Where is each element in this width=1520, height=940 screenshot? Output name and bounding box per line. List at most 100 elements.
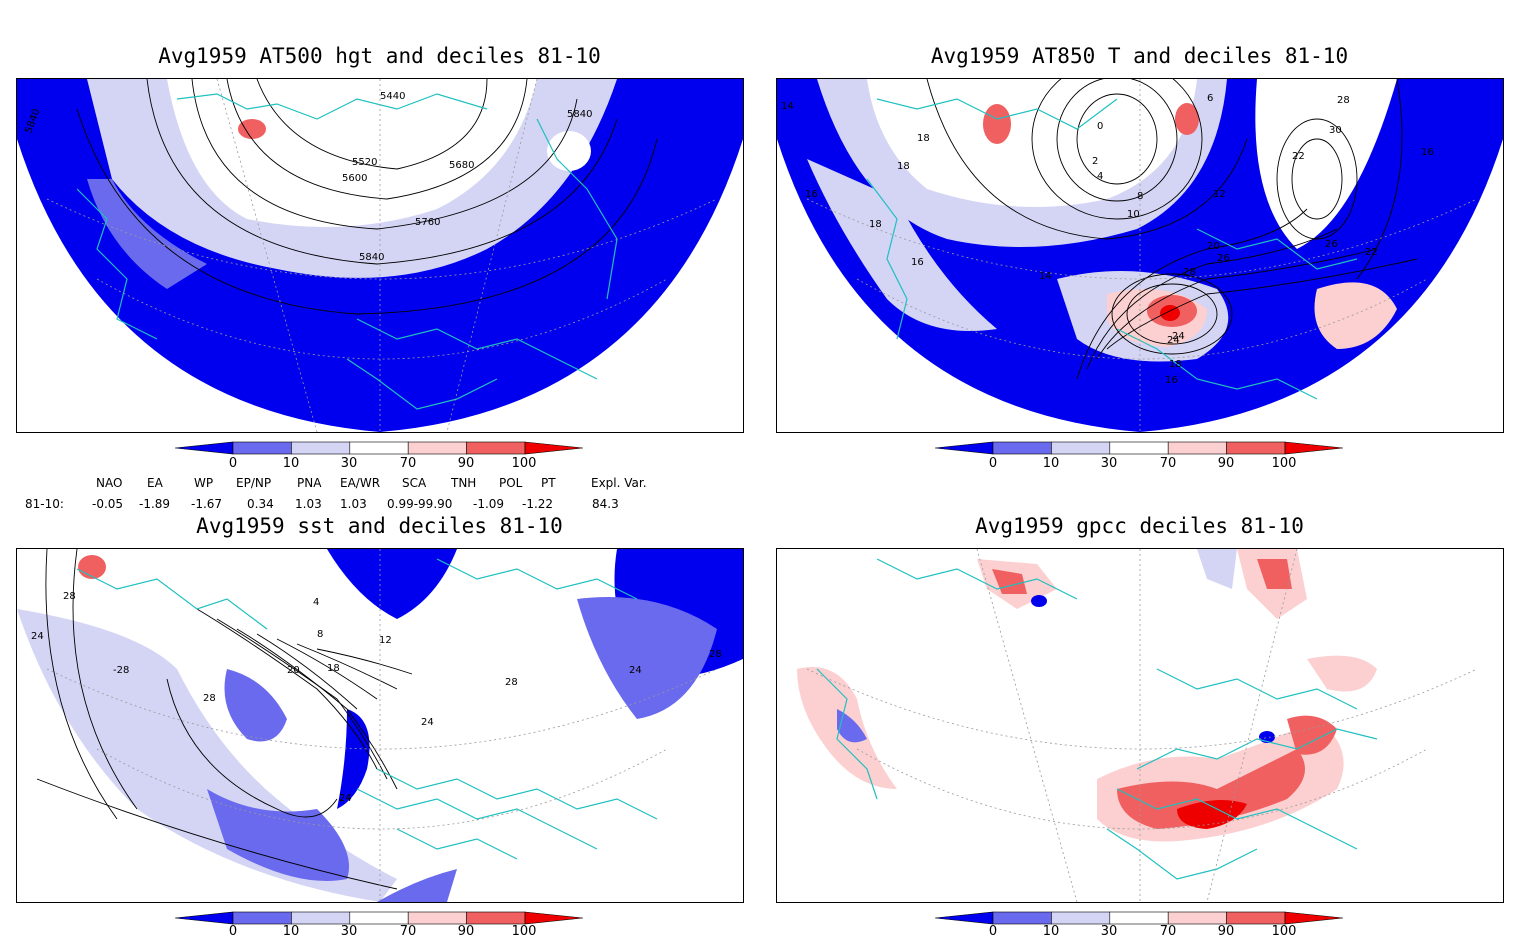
svg-text:14: 14 [781, 101, 794, 112]
svg-text:5840: 5840 [359, 252, 384, 263]
svg-text:30: 30 [1329, 125, 1342, 136]
colorbar-arrow-low [934, 911, 994, 925]
colorbar-label: 100 [511, 456, 537, 471]
colorbar-graphic [174, 441, 584, 455]
svg-text:2: 2 [1092, 156, 1098, 167]
svg-text:28: 28 [1337, 95, 1350, 106]
decile-fill-high [1175, 103, 1199, 135]
index-header: Expl. Var. [591, 476, 647, 490]
decile-fill-high [1257, 559, 1292, 589]
colorbar-label: 90 [1217, 924, 1235, 939]
panel-title-gpcc: Avg1959 gpcc deciles 81-10 [975, 514, 1304, 538]
colorbar-swatch [1109, 911, 1169, 925]
colorbar-hgt500 [174, 440, 585, 456]
map-panel-t850: 14 18 18 16 18 16 14 12 10 8 6 4 2 0 22 … [776, 78, 1504, 433]
contour-labels: 14 18 18 16 18 16 14 12 10 8 6 4 2 0 22 … [781, 93, 1434, 386]
decile-fill-lowmid [207, 789, 349, 881]
temperature-contours [926, 79, 1418, 380]
graticule [46, 549, 718, 902]
colorbar-arrow-low [174, 911, 234, 925]
coastlines [76, 93, 618, 410]
colorbar-label: 10 [1042, 456, 1060, 471]
decile-fill-lowmid [87, 179, 207, 289]
svg-text:22: 22 [1365, 247, 1378, 258]
svg-text:18: 18 [897, 161, 910, 172]
colorbar-swatch [1051, 911, 1111, 925]
graticule [806, 79, 1478, 432]
colorbar-arrow-high [524, 911, 584, 925]
index-value: -1.09 [473, 497, 505, 511]
index-header: PT [541, 476, 556, 490]
svg-text:28: 28 [505, 677, 518, 688]
colorbar-t850 [934, 440, 1345, 456]
colorbar-swatch [291, 911, 351, 925]
decile-fill-neutral [1255, 79, 1397, 249]
index-header: WP [194, 476, 214, 490]
svg-text:5760: 5760 [415, 217, 440, 228]
colorbar-label: 30 [340, 924, 358, 939]
svg-text:12: 12 [1213, 189, 1226, 200]
colorbar-swatch [291, 441, 351, 455]
svg-text:16: 16 [1421, 147, 1434, 158]
colorbar-label: 100 [511, 924, 537, 939]
svg-text:5840: 5840 [567, 109, 592, 120]
decile-fill-lowmid [377, 869, 457, 902]
colorbar-arrow-high [524, 441, 584, 455]
colorbar-graphic [934, 911, 1344, 925]
svg-text:5440: 5440 [380, 91, 405, 102]
panel-title-hgt500: Avg1959 AT500 hgt and deciles 81-10 [158, 44, 601, 68]
graticule [806, 549, 1478, 902]
index-value: -1.22 [522, 497, 554, 511]
svg-text:22: 22 [1292, 151, 1305, 162]
colorbar-swatch [466, 911, 526, 925]
svg-text:5680: 5680 [449, 160, 474, 171]
index-header: POL [499, 476, 523, 490]
colorbar-label: 0 [228, 456, 238, 471]
colorbar-graphic [934, 441, 1344, 455]
colorbar-label: 10 [282, 456, 300, 471]
svg-text:28: 28 [63, 591, 76, 602]
gpcc-map [777, 549, 1503, 902]
colorbar-label: 70 [399, 456, 417, 471]
colorbar-label: 100 [1271, 924, 1297, 939]
svg-text:28: 28 [1183, 267, 1196, 278]
svg-text:20: 20 [1207, 241, 1220, 252]
svg-text:24: 24 [421, 717, 434, 728]
decile-fill-lowmid [577, 597, 717, 719]
svg-text:4: 4 [1097, 171, 1103, 182]
svg-text:24: 24 [339, 793, 352, 804]
decile-fill-lowmid [837, 709, 867, 743]
svg-text:24: 24 [629, 665, 642, 676]
t850-map: 14 18 18 16 18 16 14 12 10 8 6 4 2 0 22 … [777, 79, 1503, 432]
decile-fill-highmid [1314, 282, 1397, 349]
colorbar-label: 100 [1271, 456, 1297, 471]
panel-title-sst: Avg1959 sst and deciles 81-10 [196, 514, 563, 538]
colorbar-swatch [1051, 441, 1111, 455]
index-header: NAO [96, 476, 123, 490]
decile-fill-extreme [1177, 800, 1247, 829]
colorbar-label: 70 [1159, 456, 1177, 471]
colorbar-label: 0 [988, 924, 998, 939]
svg-text:0: 0 [1097, 121, 1103, 132]
colorbar-swatch [349, 441, 409, 455]
decile-fill-mid [1197, 549, 1237, 589]
colorbar-label: 70 [1159, 924, 1177, 939]
decile-fill-low [327, 549, 457, 619]
colorbar-label: 0 [228, 924, 238, 939]
index-header: SCA [402, 476, 427, 490]
coastlines [866, 98, 1358, 400]
svg-text:16: 16 [1165, 375, 1178, 386]
colorbar-label: 30 [1100, 456, 1118, 471]
colorbar-swatch [1109, 441, 1169, 455]
index-value: -1.89 [139, 497, 171, 511]
svg-text:24: 24 [31, 631, 44, 642]
svg-text:8: 8 [1137, 191, 1143, 202]
coastlines [76, 558, 658, 860]
decile-fill-high [1117, 749, 1305, 829]
colorbar-swatch [1226, 441, 1286, 455]
map-panel-hgt500: 5440 5840 5840 5520 5600 5680 5760 5840 [16, 78, 744, 433]
colorbar-swatch [992, 911, 1052, 925]
svg-text:20: 20 [287, 665, 300, 676]
colorbar-swatch [466, 441, 526, 455]
svg-text:26: 26 [1217, 253, 1230, 264]
